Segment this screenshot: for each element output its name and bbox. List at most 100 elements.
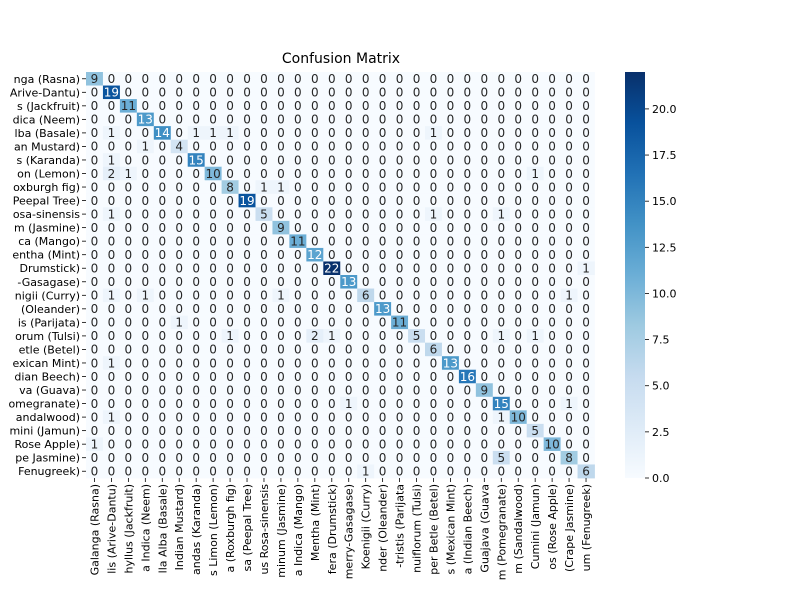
y-tick-label: (Oleander) bbox=[21, 303, 80, 316]
cell-value-label: 0 bbox=[514, 113, 522, 127]
cell-value-label: 0 bbox=[464, 397, 472, 411]
cell-value-label: 0 bbox=[514, 465, 522, 479]
cell-value-label: 0 bbox=[91, 275, 99, 289]
cell-value-label: 0 bbox=[396, 275, 404, 289]
heatmap-cell bbox=[543, 437, 561, 452]
heatmap-cell bbox=[221, 207, 239, 222]
heatmap-cell bbox=[458, 383, 477, 398]
cell-value-label: 0 bbox=[328, 153, 336, 167]
heatmap-cell bbox=[306, 234, 324, 249]
cell-value-label: 0 bbox=[277, 207, 285, 221]
cell-value-label: 0 bbox=[531, 221, 539, 235]
cell-value-label: 0 bbox=[582, 329, 590, 343]
cell-value-label: 0 bbox=[565, 370, 573, 384]
x-tick-label: andas (Karanda) bbox=[190, 484, 203, 575]
cell-value-label: 0 bbox=[548, 194, 556, 208]
cell-value-label: 0 bbox=[226, 424, 234, 438]
heatmap-cell bbox=[441, 193, 460, 208]
cell-value-label: 0 bbox=[430, 437, 438, 451]
heatmap-cell bbox=[374, 112, 392, 127]
heatmap-cell bbox=[577, 288, 595, 303]
heatmap-cell bbox=[323, 180, 341, 195]
heatmap-cell bbox=[357, 234, 375, 249]
heatmap-cell bbox=[509, 275, 528, 289]
heatmap-cell bbox=[119, 396, 138, 411]
heatmap-cell bbox=[119, 450, 138, 465]
cell-value-label: 0 bbox=[514, 153, 522, 167]
heatmap-cell bbox=[119, 112, 138, 127]
heatmap-cell bbox=[391, 450, 409, 465]
heatmap-cell bbox=[306, 126, 324, 141]
heatmap-cell bbox=[170, 247, 189, 262]
heatmap-cell bbox=[255, 112, 273, 127]
heatmap-cell bbox=[238, 193, 256, 208]
x-tick-label: nder (Oleander) bbox=[377, 484, 390, 572]
heatmap-cell bbox=[391, 396, 409, 411]
heatmap-cell bbox=[374, 193, 392, 208]
cell-value-label: 0 bbox=[531, 140, 539, 154]
cell-value-label: 0 bbox=[548, 370, 556, 384]
cell-value-label: 0 bbox=[142, 234, 150, 248]
cell-value-label: 2 bbox=[108, 167, 116, 181]
cell-value-label: 0 bbox=[565, 126, 573, 140]
heatmap-cell bbox=[204, 193, 222, 208]
heatmap-cell bbox=[357, 166, 375, 181]
heatmap-cell bbox=[204, 99, 222, 113]
cell-value-label: 0 bbox=[345, 451, 353, 465]
heatmap-cell bbox=[543, 396, 561, 411]
cell-value-label: 0 bbox=[243, 397, 251, 411]
heatmap-cell bbox=[119, 153, 138, 168]
heatmap-cell bbox=[86, 126, 104, 141]
heatmap-cell bbox=[86, 180, 104, 195]
cell-value-label: 0 bbox=[125, 356, 133, 370]
heatmap-cell bbox=[391, 85, 409, 100]
cell-value-label: 0 bbox=[413, 180, 421, 194]
heatmap-cell bbox=[102, 383, 121, 398]
heatmap-cell bbox=[102, 369, 121, 384]
cell-value-label: 0 bbox=[531, 451, 539, 465]
colorbar-tick-label: 2.5 bbox=[652, 426, 670, 439]
cell-value-label: 0 bbox=[260, 437, 268, 451]
cell-value-label: 0 bbox=[260, 383, 268, 397]
cell-value-label: 0 bbox=[294, 437, 302, 451]
cell-value-label: 0 bbox=[277, 343, 285, 357]
heatmap-cell bbox=[187, 464, 206, 479]
cell-value-label: 0 bbox=[531, 410, 539, 424]
cell-value-label: 0 bbox=[142, 465, 150, 479]
heatmap-cell bbox=[408, 302, 426, 316]
cell-value-label: 0 bbox=[192, 194, 200, 208]
heatmap-cell bbox=[374, 139, 392, 154]
cell-value-label: 0 bbox=[91, 248, 99, 262]
cell-value-label: 1 bbox=[430, 207, 438, 221]
heatmap-cell bbox=[86, 302, 104, 316]
cell-value-label: 0 bbox=[294, 72, 302, 86]
cell-value-label: 0 bbox=[226, 167, 234, 181]
cell-value-label: 0 bbox=[413, 383, 421, 397]
heatmap-cell bbox=[340, 396, 358, 411]
heatmap-cell bbox=[255, 437, 273, 452]
cell-value-label: 0 bbox=[260, 275, 268, 289]
cell-value-label: 0 bbox=[91, 99, 99, 113]
heatmap-cell bbox=[475, 464, 494, 479]
heatmap-cell bbox=[492, 193, 511, 208]
cell-value-label: 0 bbox=[328, 126, 336, 140]
cell-value-label: 0 bbox=[209, 221, 217, 235]
heatmap-cell bbox=[425, 193, 443, 208]
heatmap-cell bbox=[187, 261, 206, 276]
heatmap-cell bbox=[340, 423, 358, 438]
heatmap-cell bbox=[323, 72, 341, 86]
cell-value-label: 0 bbox=[464, 153, 472, 167]
cell-value-label: 0 bbox=[362, 302, 370, 316]
heatmap-cell bbox=[492, 126, 511, 141]
cell-value-label: 0 bbox=[260, 397, 268, 411]
cell-value-label: 0 bbox=[142, 424, 150, 438]
cell-value-label: 0 bbox=[175, 397, 183, 411]
cell-value-label: 0 bbox=[192, 207, 200, 221]
cell-value-label: 0 bbox=[277, 262, 285, 276]
y-tick-label: pe Jasmine) bbox=[15, 452, 80, 465]
cell-value-label: 0 bbox=[413, 424, 421, 438]
heatmap-cell bbox=[153, 383, 172, 398]
heatmap-cell bbox=[272, 356, 290, 371]
cell-value-label: 0 bbox=[430, 302, 438, 316]
cell-value-label: 0 bbox=[430, 153, 438, 167]
